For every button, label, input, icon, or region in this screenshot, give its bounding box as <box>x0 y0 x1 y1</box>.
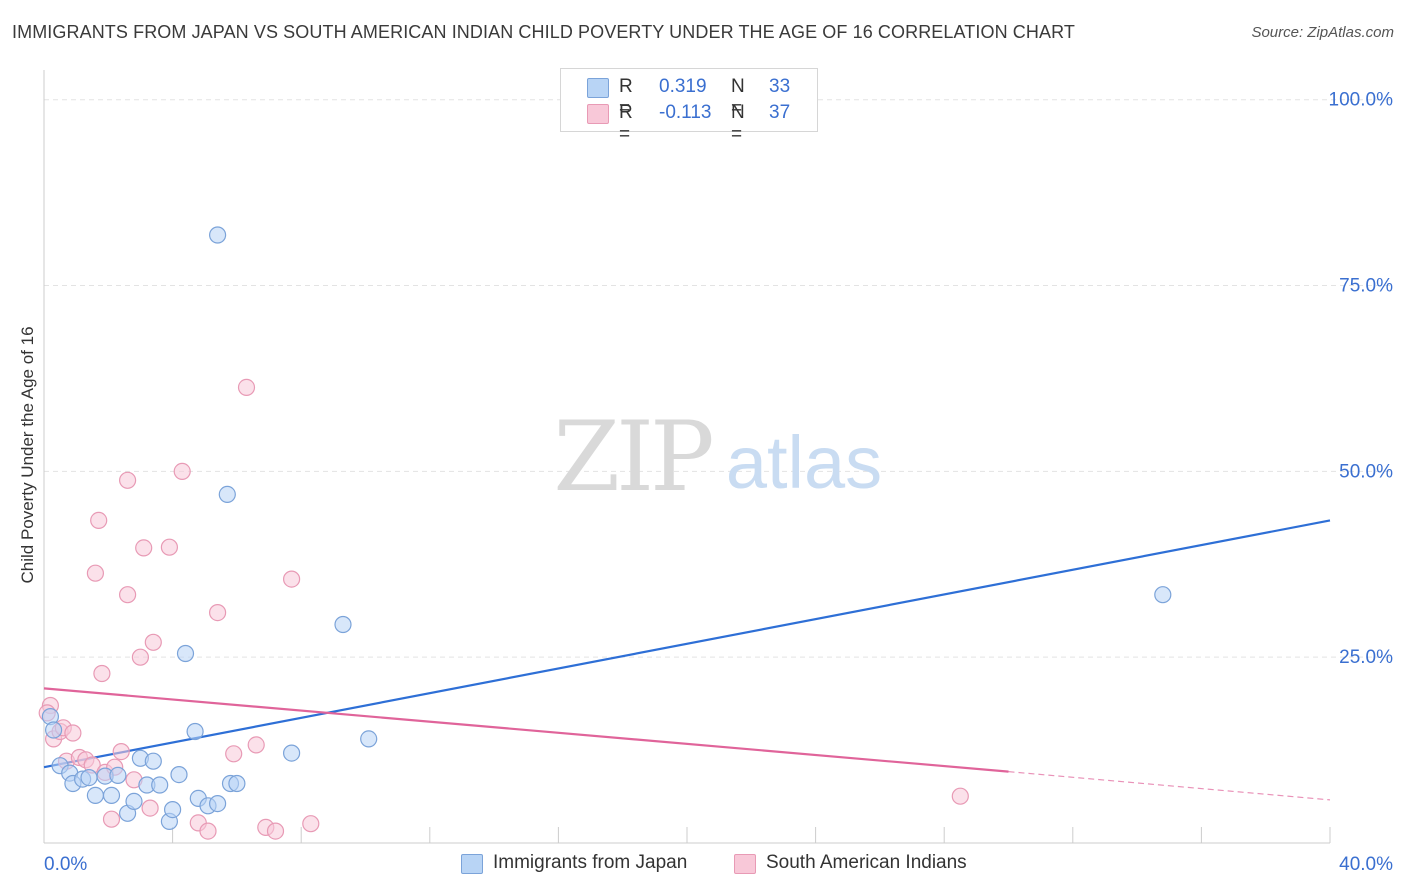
point-japan <box>125 792 143 811</box>
legend-r-label: R = <box>619 76 633 119</box>
tick-labels: 25.0% 50.0% 75.0% 100.0% 0.0% 40.0% <box>44 90 1393 875</box>
source-label: Source: ZipAtlas.com <box>1251 24 1394 41</box>
point-sai <box>64 724 82 742</box>
correlation-legend: R = 0.319 N = 33 R = -0.113 N = 37 <box>560 68 818 145</box>
point-sai <box>173 462 191 480</box>
point-japan <box>102 786 121 805</box>
point-japan <box>151 776 169 794</box>
point-sai <box>118 586 137 604</box>
point-japan <box>86 786 105 805</box>
y-tick-label: 75.0% <box>1339 276 1393 297</box>
bottom-legend-swatch-japan <box>461 854 483 874</box>
point-japan <box>176 644 195 663</box>
point-sai <box>247 736 265 754</box>
point-sai <box>160 538 178 556</box>
point-sai <box>131 648 149 666</box>
point-sai <box>144 633 162 651</box>
point-sai <box>225 745 243 763</box>
grid-lines <box>44 99 1392 658</box>
x-tick-label: 0.0% <box>44 854 87 875</box>
point-sai <box>90 511 108 530</box>
point-sai <box>283 570 301 588</box>
legend-n-value-sai: 37 <box>769 102 791 123</box>
bottom-legend-label-sai: South American Indians <box>766 852 967 873</box>
point-sai <box>135 539 153 557</box>
point-japan <box>144 752 162 770</box>
legend-swatch-japan <box>587 78 609 98</box>
point-sai <box>141 799 159 817</box>
data-points <box>38 226 1172 840</box>
bottom-legend-swatch-sai <box>734 854 756 874</box>
point-sai <box>209 603 227 622</box>
trend-line-japan <box>43 519 1331 769</box>
point-japan <box>218 485 236 503</box>
point-japan <box>109 766 127 785</box>
legend-n-value-japan: 33 <box>769 76 791 97</box>
point-sai <box>266 822 285 840</box>
point-japan <box>283 744 301 762</box>
legend-r-value-sai: -0.113 <box>659 102 712 123</box>
y-tick-label: 25.0% <box>1339 647 1393 668</box>
watermark-zip: ZIP <box>553 401 712 513</box>
trend-line-sai-dashed <box>1008 771 1331 801</box>
legend-n-label: N = <box>731 76 745 119</box>
point-sai <box>86 564 105 582</box>
y-axis-label: Child Poverty Under the Age of 16 <box>18 326 37 584</box>
point-sai <box>118 471 137 489</box>
legend-r-label: R = <box>619 102 633 145</box>
point-sai <box>112 742 130 761</box>
point-japan <box>1154 586 1172 604</box>
point-japan <box>209 226 227 244</box>
y-tick-label: 50.0% <box>1339 461 1393 482</box>
watermark-atlas: atlas <box>726 421 882 504</box>
point-japan <box>44 721 63 739</box>
trend-lines <box>43 519 1331 801</box>
bottom-legend-label-japan: Immigrants from Japan <box>493 852 688 873</box>
chart-title: IMMIGRANTS FROM JAPAN VS SOUTH AMERICAN … <box>12 22 1075 42</box>
point-sai <box>102 810 121 828</box>
point-sai <box>199 822 217 840</box>
point-japan <box>360 730 378 748</box>
point-sai <box>951 787 969 805</box>
point-japan <box>228 774 246 793</box>
x-tick-label: 40.0% <box>1339 854 1393 875</box>
point-sai <box>93 664 111 683</box>
point-japan <box>334 615 352 634</box>
legend-n-label: N = <box>731 102 745 145</box>
point-japan <box>164 800 182 819</box>
legend-swatch-sai <box>587 104 609 124</box>
point-japan <box>186 722 204 741</box>
point-japan <box>170 765 188 784</box>
watermark: ZIP atlas <box>553 401 882 513</box>
y-tick-label: 100.0% <box>1329 90 1394 111</box>
point-sai <box>237 378 256 396</box>
point-japan <box>209 794 227 813</box>
legend-r-value-japan: 0.319 <box>659 76 707 97</box>
point-japan <box>80 768 98 787</box>
point-sai <box>302 815 320 833</box>
trend-line-sai <box>43 687 1009 773</box>
